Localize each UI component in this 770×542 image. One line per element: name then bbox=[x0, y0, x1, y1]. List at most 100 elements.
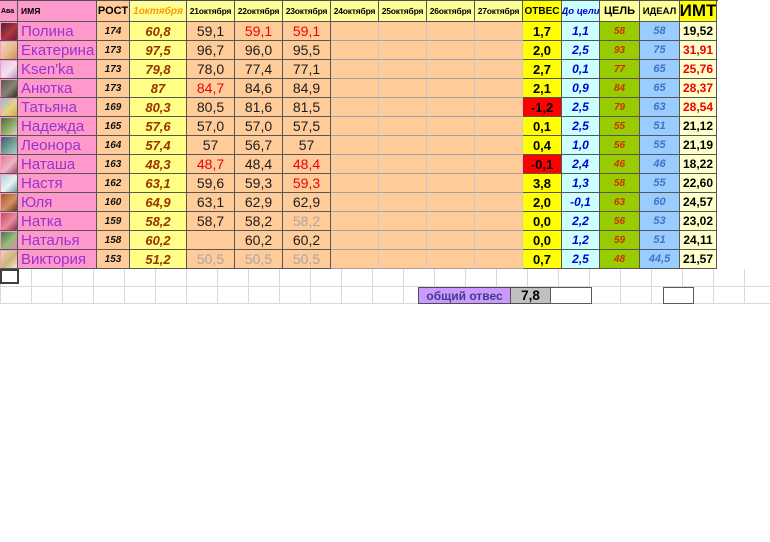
date-weight-cell[interactable]: 59,6 bbox=[187, 174, 235, 193]
date-weight-cell[interactable]: 58,2 bbox=[283, 212, 331, 231]
date-weight-cell[interactable] bbox=[331, 60, 379, 79]
date-weight-cell[interactable] bbox=[427, 212, 475, 231]
to-goal-cell[interactable]: 2,4 bbox=[562, 155, 600, 174]
height-cell[interactable]: 169 bbox=[97, 98, 130, 117]
name-cell[interactable]: Екатерина bbox=[18, 41, 97, 60]
date-weight-cell[interactable] bbox=[475, 22, 523, 41]
otves-cell[interactable]: 0,0 bbox=[523, 212, 562, 231]
avatar-cell[interactable] bbox=[0, 193, 18, 212]
oct1-weight-cell[interactable]: 64,9 bbox=[130, 193, 187, 212]
imt-cell[interactable]: 24,11 bbox=[680, 231, 717, 250]
to-goal-cell[interactable]: 1,1 bbox=[562, 22, 600, 41]
goal-cell[interactable]: 58 bbox=[600, 174, 640, 193]
oct1-weight-cell[interactable]: 80,3 bbox=[130, 98, 187, 117]
date-weight-cell[interactable] bbox=[475, 79, 523, 98]
date-weight-cell[interactable]: 58,7 bbox=[187, 212, 235, 231]
date-weight-cell[interactable] bbox=[427, 98, 475, 117]
date-weight-cell[interactable]: 95,5 bbox=[283, 41, 331, 60]
oct1-weight-cell[interactable]: 51,2 bbox=[130, 250, 187, 269]
imt-cell[interactable]: 19,52 bbox=[680, 22, 717, 41]
ideal-cell[interactable]: 60 bbox=[640, 193, 680, 212]
date-weight-cell[interactable] bbox=[331, 98, 379, 117]
date-weight-cell[interactable]: 81,6 bbox=[235, 98, 283, 117]
avatar-cell[interactable] bbox=[0, 22, 18, 41]
avatar-cell[interactable] bbox=[0, 136, 18, 155]
date-weight-cell[interactable]: 60,2 bbox=[283, 231, 331, 250]
height-cell[interactable]: 173 bbox=[97, 60, 130, 79]
oct1-weight-cell[interactable]: 60,2 bbox=[130, 231, 187, 250]
imt-cell[interactable]: 28,37 bbox=[680, 79, 717, 98]
date-weight-cell[interactable]: 48,4 bbox=[235, 155, 283, 174]
date-weight-cell[interactable] bbox=[475, 250, 523, 269]
name-cell[interactable]: Надежда bbox=[18, 117, 97, 136]
col-header-avatar[interactable]: Ава bbox=[0, 1, 18, 22]
name-cell[interactable]: Ksen'ka bbox=[18, 60, 97, 79]
date-weight-cell[interactable] bbox=[427, 174, 475, 193]
to-goal-cell[interactable]: 1,3 bbox=[562, 174, 600, 193]
to-goal-cell[interactable]: 2,5 bbox=[562, 41, 600, 60]
imt-cell[interactable]: 21,19 bbox=[680, 136, 717, 155]
to-goal-cell[interactable]: 2,5 bbox=[562, 98, 600, 117]
date-weight-cell[interactable]: 63,1 bbox=[187, 193, 235, 212]
ideal-cell[interactable]: 63 bbox=[640, 98, 680, 117]
col-header-name[interactable]: ИМЯ bbox=[18, 1, 97, 22]
date-weight-cell[interactable] bbox=[379, 155, 427, 174]
date-weight-cell[interactable]: 48,7 bbox=[187, 155, 235, 174]
avatar-cell[interactable] bbox=[0, 41, 18, 60]
date-weight-cell[interactable]: 77,4 bbox=[235, 60, 283, 79]
date-weight-cell[interactable]: 81,5 bbox=[283, 98, 331, 117]
name-cell[interactable]: Настя bbox=[18, 174, 97, 193]
goal-cell[interactable]: 56 bbox=[600, 136, 640, 155]
oct1-weight-cell[interactable]: 48,3 bbox=[130, 155, 187, 174]
otves-cell[interactable]: 3,8 bbox=[523, 174, 562, 193]
height-cell[interactable]: 153 bbox=[97, 250, 130, 269]
otves-cell[interactable]: 0,7 bbox=[523, 250, 562, 269]
height-cell[interactable]: 165 bbox=[97, 117, 130, 136]
goal-cell[interactable]: 58 bbox=[600, 22, 640, 41]
otves-cell[interactable]: 0,1 bbox=[523, 117, 562, 136]
otves-cell[interactable]: 2,0 bbox=[523, 41, 562, 60]
date-weight-cell[interactable]: 50,5 bbox=[283, 250, 331, 269]
date-weight-cell[interactable]: 59,1 bbox=[283, 22, 331, 41]
col-header-imt[interactable]: ИМТ bbox=[680, 1, 717, 22]
date-weight-cell[interactable] bbox=[475, 98, 523, 117]
date-weight-cell[interactable] bbox=[187, 231, 235, 250]
col-header-date[interactable]: 21октября bbox=[187, 1, 235, 22]
date-weight-cell[interactable]: 57 bbox=[187, 136, 235, 155]
col-header-otves[interactable]: ОТВЕС bbox=[523, 1, 562, 22]
date-weight-cell[interactable] bbox=[427, 193, 475, 212]
imt-cell[interactable]: 24,57 bbox=[680, 193, 717, 212]
name-cell[interactable]: Анютка bbox=[18, 79, 97, 98]
avatar-cell[interactable] bbox=[0, 155, 18, 174]
date-weight-cell[interactable] bbox=[331, 174, 379, 193]
ideal-cell[interactable]: 65 bbox=[640, 60, 680, 79]
date-weight-cell[interactable] bbox=[379, 41, 427, 60]
imt-cell[interactable]: 28,54 bbox=[680, 98, 717, 117]
otves-cell[interactable]: 2,7 bbox=[523, 60, 562, 79]
date-weight-cell[interactable] bbox=[475, 117, 523, 136]
to-goal-cell[interactable]: 1,0 bbox=[562, 136, 600, 155]
otves-cell[interactable]: 0,4 bbox=[523, 136, 562, 155]
oct1-weight-cell[interactable]: 87 bbox=[130, 79, 187, 98]
oct1-weight-cell[interactable]: 57,4 bbox=[130, 136, 187, 155]
col-header-height[interactable]: РОСТ bbox=[97, 1, 130, 22]
ideal-cell[interactable]: 51 bbox=[640, 231, 680, 250]
avatar-cell[interactable] bbox=[0, 98, 18, 117]
goal-cell[interactable]: 84 bbox=[600, 79, 640, 98]
goal-cell[interactable]: 48 bbox=[600, 250, 640, 269]
avatar-cell[interactable] bbox=[0, 212, 18, 231]
col-header-oct1[interactable]: 1октября bbox=[130, 1, 187, 22]
oct1-weight-cell[interactable]: 63,1 bbox=[130, 174, 187, 193]
date-weight-cell[interactable]: 50,5 bbox=[235, 250, 283, 269]
summary-empty-cell-2[interactable] bbox=[663, 287, 694, 304]
date-weight-cell[interactable] bbox=[427, 136, 475, 155]
date-weight-cell[interactable] bbox=[379, 60, 427, 79]
date-weight-cell[interactable] bbox=[331, 41, 379, 60]
date-weight-cell[interactable] bbox=[379, 22, 427, 41]
date-weight-cell[interactable] bbox=[331, 136, 379, 155]
height-cell[interactable]: 173 bbox=[97, 41, 130, 60]
name-cell[interactable]: Наташа bbox=[18, 155, 97, 174]
to-goal-cell[interactable]: 0,1 bbox=[562, 60, 600, 79]
oct1-weight-cell[interactable]: 60,8 bbox=[130, 22, 187, 41]
date-weight-cell[interactable] bbox=[427, 41, 475, 60]
